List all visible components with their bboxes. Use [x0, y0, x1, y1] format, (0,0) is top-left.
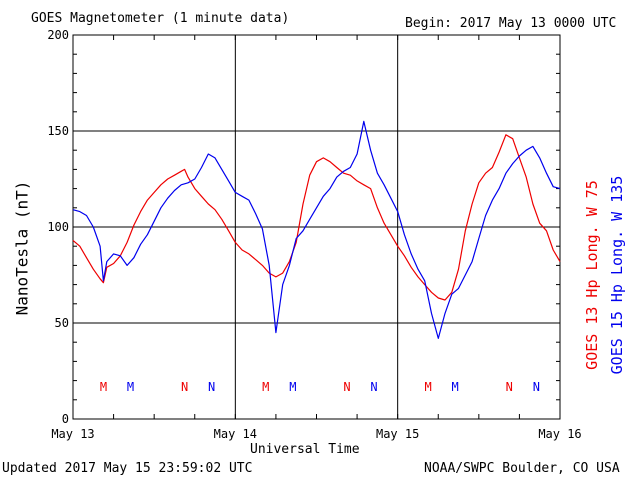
marker-m: M [289, 380, 296, 394]
marker-n: N [370, 380, 377, 394]
marker-m: M [424, 380, 431, 394]
chart-title: GOES Magnetometer (1 minute data) [31, 11, 290, 26]
marker-n: N [181, 380, 188, 394]
credit-label: NOAA/SWPC Boulder, CO USA [424, 461, 620, 476]
begin-time-label: Begin: 2017 May 13 0000 UTC [405, 16, 617, 31]
x-tick-label: May 14 [214, 427, 257, 441]
y-tick-label: 150 [47, 124, 69, 138]
plot-frame [72, 34, 561, 420]
y-tick-label: 50 [55, 316, 69, 330]
x-tick-label: May 16 [538, 427, 581, 441]
marker-m: M [452, 380, 459, 394]
marker-m: M [100, 380, 107, 394]
x-tick-label: May 15 [376, 427, 419, 441]
x-tick-label: May 13 [51, 427, 94, 441]
updated-timestamp: Updated 2017 May 15 23:59:02 UTC [2, 461, 253, 476]
y-tick-label: 200 [47, 28, 69, 42]
y-tick-label: 0 [62, 412, 69, 426]
marker-m: M [262, 380, 269, 394]
series-line-goes13 [72, 134, 561, 301]
x-axis-label: Universal Time [250, 442, 360, 457]
marker-n: N [343, 380, 350, 394]
marker-m: M [127, 380, 134, 394]
series-line-goes15 [72, 120, 561, 339]
y-tick-label: 100 [47, 220, 69, 234]
marker-n: N [506, 380, 513, 394]
marker-n: N [533, 380, 540, 394]
marker-n: N [208, 380, 215, 394]
